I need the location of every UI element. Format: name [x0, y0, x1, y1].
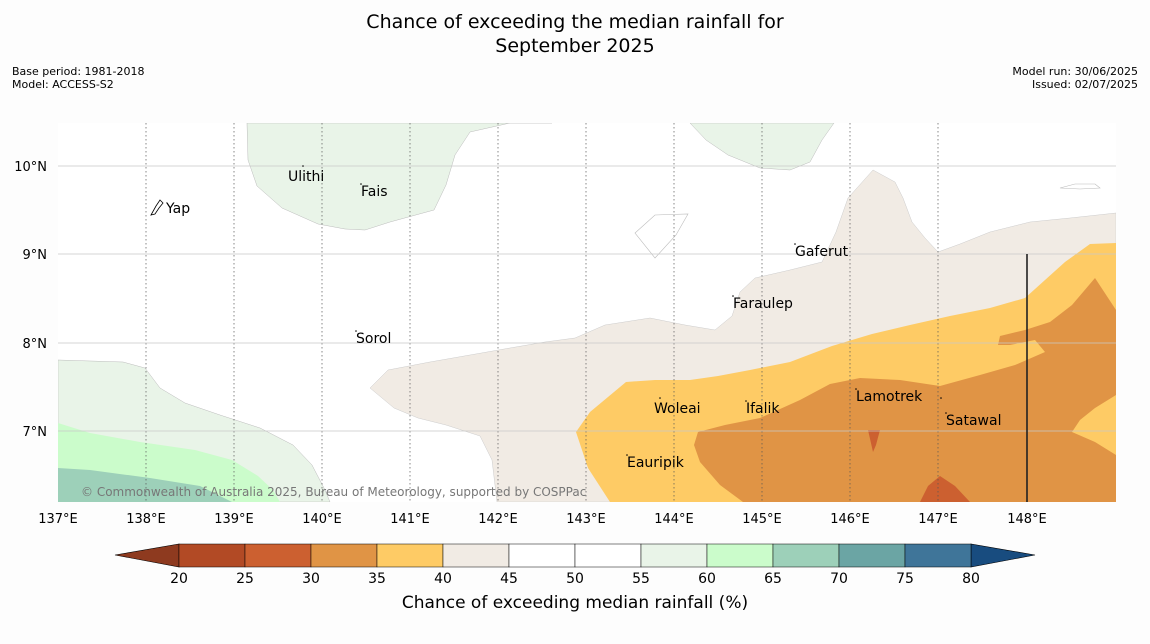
x-tick: 139°E	[214, 512, 254, 527]
x-axis-labels: 137°E 138°E 139°E 140°E 141°E 142°E 143°…	[38, 512, 1047, 527]
title-line-2: September 2025	[495, 35, 655, 57]
x-tick: 145°E	[742, 512, 782, 527]
place-lamotrek: Lamotrek	[856, 389, 923, 405]
colorbar-cells	[178, 543, 972, 568]
y-tick: 7°N	[23, 425, 48, 440]
y-tick: 8°N	[23, 337, 48, 352]
colorbar-tick-label: 65	[764, 571, 782, 587]
colorbar-cell	[508, 543, 576, 568]
y-tick: 10°N	[14, 160, 47, 175]
colorbar-cell	[442, 543, 510, 568]
colorbar-tick-label: 50	[566, 571, 584, 587]
region-orange	[694, 278, 1116, 502]
colorbar-tick-label: 60	[698, 571, 716, 587]
x-tick: 142°E	[478, 512, 518, 527]
issued-date: Issued: 02/07/2025	[1031, 78, 1138, 91]
place-sorol: Sorol	[356, 331, 391, 347]
place-satawal: Satawal	[946, 413, 1001, 429]
colorbar-ticks: 20 25 30 35 40 45 50 55 60 65 70 75 80	[170, 571, 980, 587]
place-eauripik: Eauripik	[627, 455, 685, 471]
region-pale-green-ne	[689, 123, 835, 171]
place-labels: Yap Ulithi Fais Gaferut Faraulep Sorol W…	[165, 169, 1001, 471]
y-tick: 9°N	[23, 248, 48, 263]
model-run: Model run: 30/06/2025	[1012, 65, 1138, 78]
colorbar-cell	[904, 543, 972, 568]
base-period: Base period: 1981-2018	[12, 65, 145, 78]
map-title: Chance of exceeding the median rainfall …	[0, 10, 1150, 58]
colorbar-cell	[244, 543, 312, 568]
colorbar: 20 25 30 35 40 45 50 55 60 65 70 75 80	[114, 543, 1036, 587]
place-gaferut: Gaferut	[795, 244, 849, 260]
x-tick: 141°E	[390, 512, 430, 527]
model-name: Model: ACCESS-S2	[12, 78, 114, 91]
colorbar-tick-label: 55	[632, 571, 650, 587]
colorbar-cell	[574, 543, 642, 568]
copyright-credit: © Commonwealth of Australia 2025, Bureau…	[81, 485, 587, 499]
x-tick: 146°E	[830, 512, 870, 527]
place-woleai: Woleai	[654, 401, 701, 417]
colorbar-over-arrow	[970, 543, 1036, 568]
title-line-1: Chance of exceeding the median rainfall …	[366, 11, 784, 33]
region-dark-orange-1	[868, 430, 880, 452]
colorbar-title: Chance of exceeding median rainfall (%)	[401, 593, 749, 613]
colorbar-tick-label: 35	[368, 571, 386, 587]
place-ifalik: Ifalik	[746, 401, 780, 417]
x-tick: 143°E	[566, 512, 606, 527]
x-tick: 148°E	[1007, 512, 1047, 527]
region-pale-green-north	[246, 123, 552, 231]
x-tick: 137°E	[38, 512, 78, 527]
x-tick: 147°E	[918, 512, 958, 527]
region-dark-orange-2	[920, 476, 970, 502]
colorbar-cell	[772, 543, 840, 568]
parallels	[58, 165, 1116, 432]
x-tick: 140°E	[302, 512, 342, 527]
colorbar-tick-label: 75	[896, 571, 914, 587]
colorbar-cell	[838, 543, 906, 568]
region-teal	[58, 468, 232, 502]
meta-left: Base period: 1981-2018 Model: ACCESS-S2	[12, 65, 144, 91]
meridians	[145, 123, 939, 502]
place-fais: Fais	[361, 184, 388, 200]
colorbar-cell	[640, 543, 708, 568]
colorbar-tick-label: 30	[302, 571, 320, 587]
colorbar-tick-label: 25	[236, 571, 254, 587]
meta-right: Model run: 30/06/2025 Issued: 02/07/2025	[1012, 65, 1138, 91]
colorbar-tick-label: 70	[830, 571, 848, 587]
x-tick: 138°E	[126, 512, 166, 527]
place-ulithi: Ulithi	[288, 169, 324, 185]
island-dots	[302, 165, 947, 456]
place-yap: Yap	[165, 201, 190, 217]
y-axis-labels: 10°N 9°N 8°N 7°N	[14, 160, 47, 440]
island-outline-small	[1059, 183, 1101, 190]
colorbar-cell	[376, 543, 444, 568]
colorbar-cell	[706, 543, 774, 568]
colorbar-tick-label: 20	[170, 571, 188, 587]
yap-island-shape	[150, 199, 164, 216]
colorbar-cell	[178, 543, 246, 568]
colorbar-tick-label: 45	[500, 571, 518, 587]
colorbar-cell	[310, 543, 378, 568]
colorbar-tick-label: 80	[962, 571, 980, 587]
place-faraulep: Faraulep	[733, 296, 793, 312]
colorbar-tick-label: 40	[434, 571, 452, 587]
colorbar-under-arrow	[114, 543, 180, 568]
x-tick: 144°E	[654, 512, 694, 527]
